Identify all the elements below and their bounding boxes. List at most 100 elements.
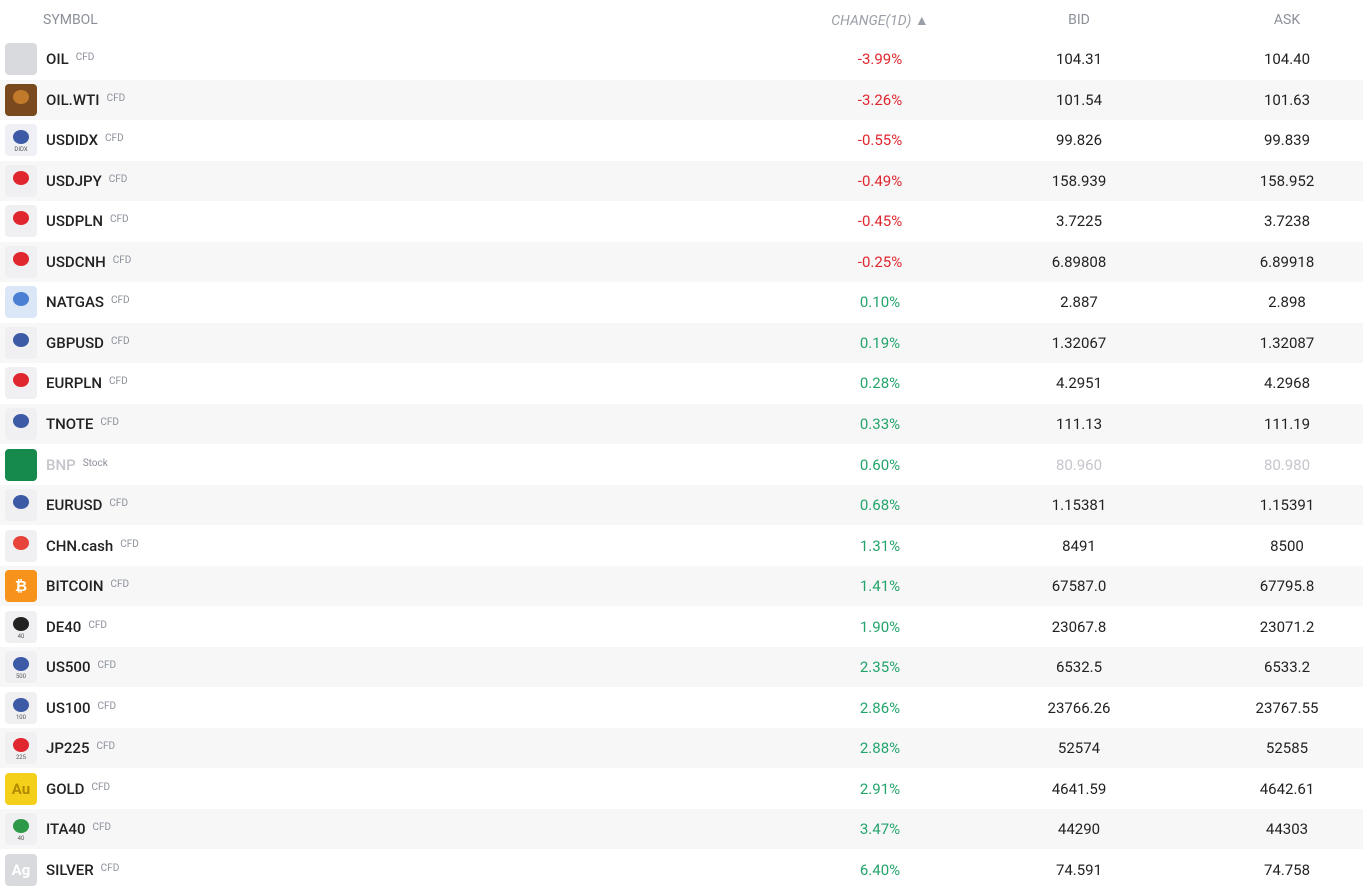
symbol-icon: Ag	[5, 854, 37, 886]
change-value: -0.55%	[857, 131, 903, 150]
symbol-name: USDIDX CFD	[46, 131, 124, 149]
table-row[interactable]: GBPUSD CFD 0.19% 1.32067 1.32087	[0, 322, 1363, 363]
instrument-kind: CFD	[100, 863, 120, 874]
header-bid[interactable]: BID	[1068, 12, 1090, 28]
icon-flag	[13, 89, 29, 104]
ask-value: 44303	[1265, 820, 1309, 839]
symbol-icon: 40	[5, 813, 37, 846]
symbol-icon	[5, 43, 37, 75]
bid-value: 67587.0	[1051, 577, 1107, 596]
icon-flag	[13, 292, 29, 307]
instrument-kind: CFD	[96, 741, 116, 753]
table-row[interactable]: DIDX USDIDX CFD -0.55% 99.826 99.839	[0, 120, 1363, 160]
symbol-name: US500 CFD	[46, 658, 116, 676]
icon-text: Ag	[11, 861, 31, 879]
header-symbol[interactable]: SYMBOL	[43, 12, 98, 28]
change-value: -0.45%	[857, 212, 903, 231]
bid-value: 4.2951	[1055, 374, 1103, 393]
change-value: 0.68%	[859, 496, 901, 515]
ask-value: 111.19	[1263, 414, 1311, 433]
symbol-icon	[5, 326, 37, 359]
ask-value: 99.839	[1263, 131, 1311, 150]
bid-value: 6532.5	[1055, 658, 1103, 677]
ask-value: 6533.2	[1263, 658, 1311, 677]
bid-value: 1.15381	[1051, 496, 1107, 515]
table-row[interactable]: EURPLN CFD 0.28% 4.2951 4.2968	[0, 363, 1363, 403]
table-row[interactable]: Ag SILVER CFD 6.40% 74.591 74.758	[0, 850, 1363, 890]
table-row[interactable]: USDJPY CFD -0.49% 158.939 158.952	[0, 160, 1363, 201]
symbol-icon: Au	[5, 772, 37, 805]
bid-value: 23067.8	[1051, 617, 1107, 636]
table-row[interactable]: OIL.WTI CFD -3.26% 101.54 101.63	[0, 79, 1363, 120]
bid-value: 1.32067	[1051, 333, 1107, 352]
table-row[interactable]: 40 ITA40 CFD 3.47% 44290 44303	[0, 809, 1363, 850]
ask-value: 52585	[1265, 739, 1309, 758]
header-ask[interactable]: ASK	[1273, 12, 1301, 28]
symbol-icon	[5, 448, 37, 481]
instrument-kind: CFD	[106, 92, 126, 104]
table-row[interactable]: NATGAS CFD 0.10% 2.887 2.898	[0, 282, 1363, 322]
table-row[interactable]: 100 US100 CFD 2.86% 23766.26 23767.55	[0, 688, 1363, 728]
change-value: 0.60%	[859, 455, 901, 474]
icon-flag	[13, 495, 29, 510]
symbol-text: BNP	[46, 455, 76, 474]
symbol-name: USDCNH CFD	[46, 253, 131, 271]
instrument-kind: CFD	[97, 700, 117, 712]
symbol-icon	[5, 529, 37, 562]
bid-value: 6.89808	[1051, 252, 1107, 271]
symbol-name: GBPUSD CFD	[46, 334, 130, 352]
instrument-kind: CFD	[105, 133, 124, 145]
instrument-kind: CFD	[110, 295, 130, 307]
table-row[interactable]: CHN.cash CFD 1.31% 8491 8500	[0, 526, 1363, 566]
change-value: 6.40%	[859, 861, 901, 879]
table-row[interactable]: TNOTE CFD 0.33% 111.13 111.19	[0, 403, 1363, 444]
table-row[interactable]: OIL CFD -3.99% 104.31 104.40	[0, 39, 1363, 79]
instrument-kind: CFD	[97, 660, 117, 672]
instrument-kind: CFD	[109, 498, 129, 510]
icon-flag	[13, 251, 29, 266]
change-value: -0.25%	[857, 252, 903, 271]
icon-text: 40	[17, 632, 25, 640]
change-value: -3.26%	[857, 90, 903, 109]
symbol-icon	[5, 367, 37, 400]
change-value: 0.28%	[859, 374, 901, 393]
symbol-icon: DIDX	[5, 124, 37, 157]
bid-value: 74.591	[1055, 861, 1103, 879]
symbol-text: USDIDX	[46, 131, 99, 150]
table-row[interactable]: USDCNH CFD -0.25% 6.89808 6.89918	[0, 241, 1363, 282]
header-change[interactable]: CHANGE(1D) ▲	[831, 13, 929, 29]
instrument-kind: CFD	[75, 52, 95, 63]
symbol-text: US500	[46, 658, 91, 677]
instrument-kind: CFD	[91, 781, 111, 793]
icon-text: 500	[15, 673, 27, 681]
bid-value: 8491	[1062, 536, 1096, 555]
table-row[interactable]: EURUSD CFD 0.68% 1.15381 1.15391	[0, 485, 1363, 526]
table-row[interactable]: 225 JP225 CFD 2.88% 52574 52585	[0, 728, 1363, 769]
symbol-icon	[5, 489, 37, 522]
symbol-text: GOLD	[46, 779, 85, 798]
icon-flag	[13, 170, 29, 185]
bid-value: 104.31	[1055, 50, 1103, 68]
symbol-name: EURUSD CFD	[46, 496, 128, 514]
symbol-name: BITCOIN CFD	[46, 577, 129, 595]
table-row[interactable]: Au GOLD CFD 2.91% 4641.59 4642.61	[0, 769, 1363, 809]
change-value: 0.10%	[859, 293, 901, 312]
ask-value: 104.40	[1263, 50, 1311, 68]
table-row[interactable]: 40 DE40 CFD 1.90% 23067.8 23071.2	[0, 607, 1363, 647]
instrument-kind: CFD	[100, 416, 119, 428]
icon-text: 100	[15, 713, 27, 721]
table-row[interactable]: ₿ BITCOIN CFD 1.41% 67587.0 67795.8	[0, 566, 1363, 607]
symbol-name: USDJPY CFD	[46, 172, 127, 190]
table-row[interactable]: 500 US500 CFD 2.35% 6532.5 6533.2	[0, 647, 1363, 688]
bid-value: 111.13	[1055, 414, 1103, 433]
bid-value: 80.960	[1055, 455, 1103, 474]
symbol-text: USDCNH	[46, 252, 106, 271]
table-header: SYMBOL CHANGE(1D) ▲ BID ASK	[0, 0, 1363, 39]
symbol-name: SILVER CFD	[46, 861, 119, 879]
icon-text: 225	[15, 754, 27, 762]
icon-flag	[13, 373, 29, 388]
table-row[interactable]: USDPLN CFD -0.45% 3.7225 3.7238	[0, 201, 1363, 241]
table-row[interactable]: BNP Stock 0.60% 80.960 80.980	[0, 445, 1363, 485]
instrument-kind: CFD	[108, 173, 128, 185]
